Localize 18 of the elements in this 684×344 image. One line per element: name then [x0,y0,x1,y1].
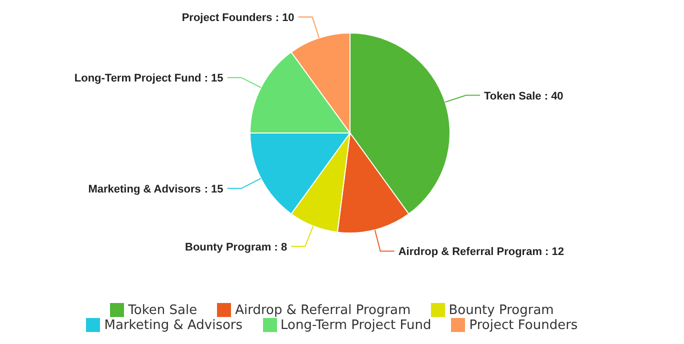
slice-label: Project Founders [182,12,272,24]
data-label: : 8 [274,241,288,254]
data-label: : 12 [545,246,564,258]
slice-label: Airdrop & Referral Program [398,246,542,258]
legend-label: Airdrop & Referral Program [235,303,411,318]
data-label: : 10 [275,12,294,24]
data-label: : 40 [544,90,564,102]
slice-label: Marketing & Advisors [88,183,201,196]
slice-label: Token Sale [484,90,542,102]
legend-label: Bounty Program [448,303,554,318]
slice-label: Long-Term Project Fund [74,72,202,85]
legend-label: Long-Term Project Fund [280,318,432,333]
legend-label: Project Founders [469,318,578,333]
legend-label: Token Sale [128,303,198,318]
data-label: : 15 [204,183,224,196]
data-label: : 15 [204,72,224,85]
legend-label: Marketing & Advisors [104,318,243,333]
slice-label: Bounty Program [185,241,272,254]
